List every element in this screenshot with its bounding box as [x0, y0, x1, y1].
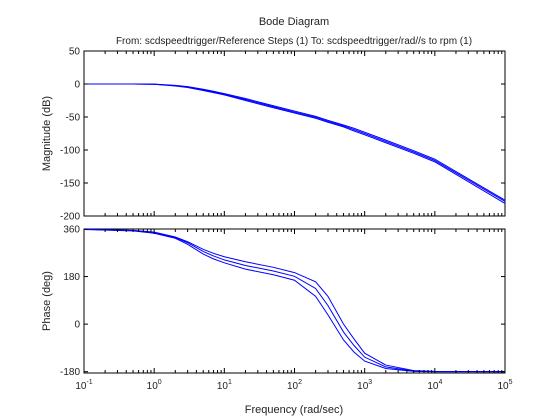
xtick-label-exponent-1: 0: [158, 379, 162, 386]
frequency-xlabel: Frequency (rad/sec): [245, 404, 343, 416]
xtick-label-exponent-4: 3: [368, 379, 372, 386]
frequency-tick-labels: 10-1 100 101 102 103 104 105: [75, 379, 512, 392]
panel-0-ytick-label-5: 50: [69, 47, 81, 58]
xtick-label-4: 103: [357, 379, 372, 392]
xtick-label-exponent-5: 4: [438, 379, 442, 386]
panel-1-ytick-label-1: 0: [74, 320, 80, 331]
chart-subtitle: From: scdspeedtrigger/Reference Steps (1…: [116, 36, 472, 47]
panel-0-ytick-label-0: -200: [60, 212, 80, 223]
xtick-label-6: 105: [497, 379, 512, 392]
xtick-label-base-0: 10: [75, 381, 87, 392]
xtick-label-base-6: 10: [497, 381, 509, 392]
magnitude-axes-box: [83, 50, 506, 217]
phase-series-group: [83, 228, 506, 373]
panel-0-series-2-line: [84, 83, 506, 204]
xtick-label-base-1: 10: [147, 381, 159, 392]
xtick-label-0: 10-1: [75, 379, 92, 392]
panel-1-series-2-line: [83, 229, 505, 373]
phase-panel: -180 0 180 360 Phase (deg): [41, 225, 506, 378]
xtick-label-exponent-3: 2: [298, 379, 302, 386]
panel-1-ytick-label-3: 360: [63, 225, 80, 236]
xtick-label-base-2: 10: [217, 381, 229, 392]
panel-1-ytick-label-0: -180: [60, 367, 80, 378]
xtick-label-base-4: 10: [357, 381, 369, 392]
panel-1-series-1-line: [83, 228, 505, 373]
magnitude-ticks: -200 -150 -100 -50 0 50: [60, 47, 505, 223]
magnitude-series-group: [84, 83, 506, 204]
xtick-label-base-5: 10: [427, 381, 439, 392]
xtick-label-exponent-0: -1: [86, 379, 92, 386]
chart-title: Bode Diagram: [259, 16, 329, 28]
xtick-label-3: 102: [287, 379, 302, 392]
xtick-label-exponent-2: 1: [228, 379, 232, 386]
panel-0-ytick-label-4: 0: [74, 80, 80, 91]
xtick-label-exponent-6: 5: [509, 379, 513, 386]
phase-ticks: -180 0 180 360: [60, 225, 505, 378]
xtick-label-5: 104: [427, 379, 442, 392]
panel-1-ytick-label-2: 180: [63, 272, 80, 283]
panel-0-ytick-label-3: -50: [66, 113, 81, 124]
panel-1-series-0-line: [83, 228, 506, 373]
magnitude-panel: -200 -150 -100 -50 0 50 Magnitude (dB): [41, 47, 506, 223]
magnitude-ylabel: Magnitude (dB): [41, 96, 53, 171]
xtick-label-2: 101: [217, 379, 232, 392]
phase-ylabel: Phase (deg): [41, 271, 53, 331]
panel-0-ytick-label-2: -100: [60, 146, 80, 157]
panel-0-ytick-label-1: -150: [60, 179, 80, 190]
xtick-label-1: 100: [147, 379, 162, 392]
phase-axes-box: [83, 228, 506, 374]
xtick-label-base-3: 10: [287, 381, 299, 392]
